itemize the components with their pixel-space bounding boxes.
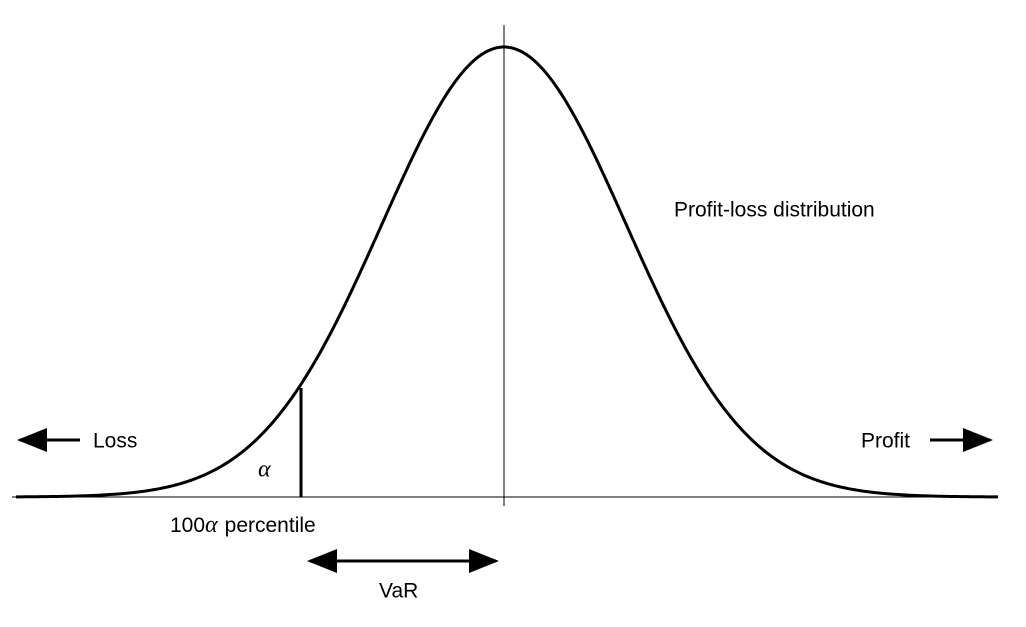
alpha-label: α [258,457,271,483]
percentile-suffix: percentile [225,514,316,537]
loss-label: Loss [93,430,137,453]
profit-label: Profit [861,430,910,453]
percentile-label: 100α percentile [170,512,316,538]
distribution-curve [15,45,999,499]
var-label: VaR [379,580,418,603]
percentile-prefix: 100 [170,514,205,537]
curve-label: Profit-loss distribution [674,199,875,222]
percentile-symbol: α [205,512,218,538]
